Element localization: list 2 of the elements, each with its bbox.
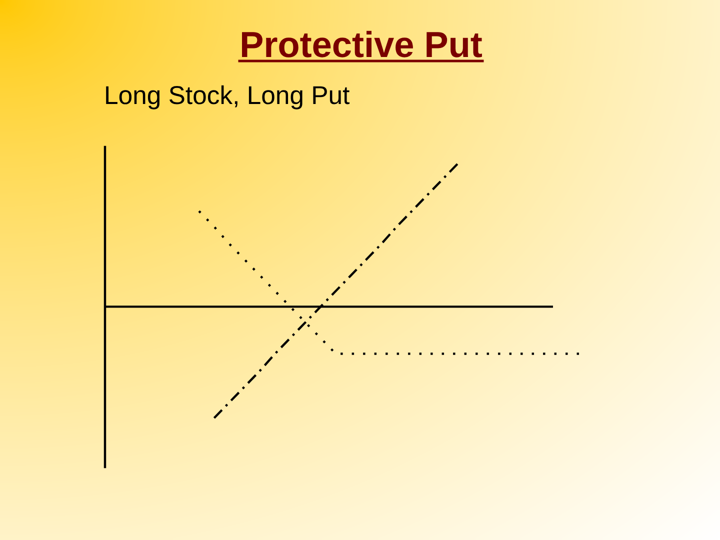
chart-subtitle: Long Stock, Long Put [106, 85, 350, 110]
chart-title: Protective Put [242, 30, 482, 58]
